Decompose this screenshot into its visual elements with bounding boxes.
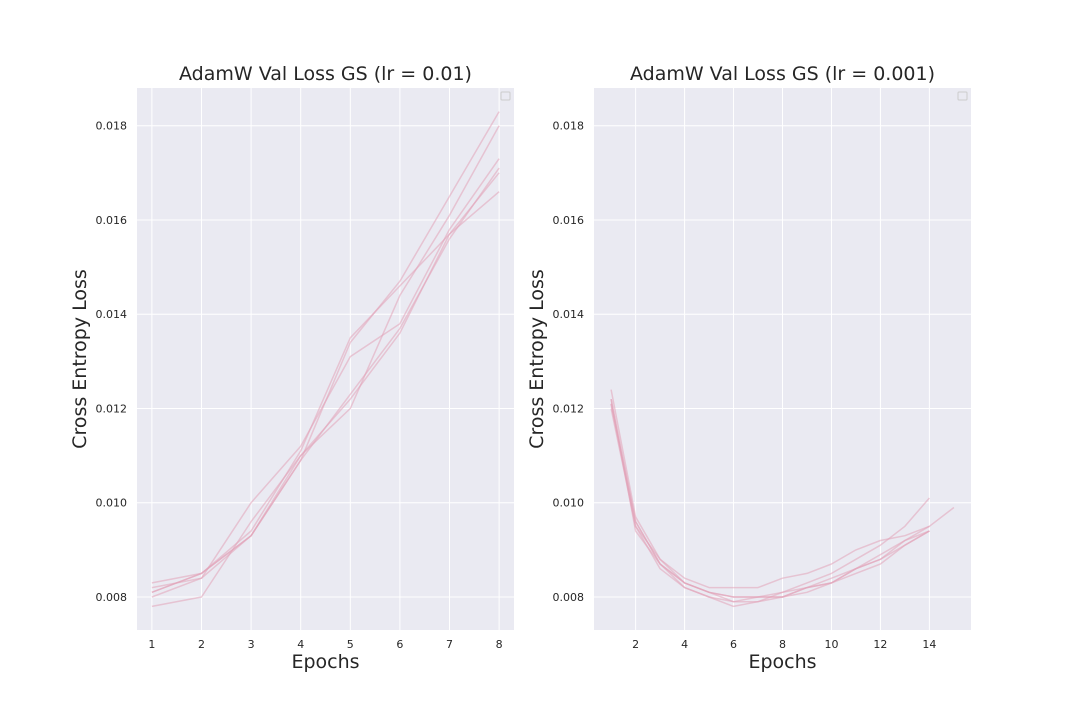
series-line-run-5 [610,403,930,598]
x-tick-label: 12 [873,638,887,651]
x-tick-label: 6 [730,638,737,651]
x-tick-label: 3 [248,638,255,651]
y-tick-label: 0.008 [553,591,585,604]
chart-lr-0.001: 2 4 6 8 10 12 14 0.008 0.010 0.012 0.014 0.016 0.018… [526,63,971,673]
series-line-run-6 [610,408,930,608]
y-tick-label: 0.014 [553,308,585,321]
x-tick-label: 10 [824,638,838,651]
x-axis-label: Epochs [291,651,359,673]
y-tick-label: 0.010 [96,497,128,510]
y-axis-label: Cross Entropy Loss [526,269,548,449]
y-tick-label: 0.012 [96,402,128,415]
x-tick-label: 7 [446,638,453,651]
legend-box [500,91,511,101]
x-tick-label: 8 [779,638,786,651]
chart-title: AdamW Val Loss GS (lr = 0.001) [630,63,935,85]
y-tick-label: 0.014 [96,308,128,321]
series-lines [151,111,500,608]
grid [594,88,971,630]
series-line-run-6 [151,167,500,594]
x-tick-label: 6 [396,638,403,651]
tick-labels: 2 4 6 8 10 12 14 0.008 0.010 0.012 0.014 0.016 0.018 [553,120,937,651]
y-tick-label: 0.018 [96,120,128,133]
x-tick-label: 2 [198,638,205,651]
chart-title: AdamW Val Loss GS (lr = 0.01) [179,63,472,85]
chart-lr-0.01: 1 2 3 4 5 6 7 8 0.008 0.010 0.012 0.014 0.016 0.018 A… [69,63,514,673]
y-axis-label: Cross Entropy Loss [69,269,91,449]
x-tick-label: 4 [681,638,688,651]
legend-box [957,91,968,101]
series-line-run-2 [610,389,955,589]
x-tick-label: 2 [632,638,639,651]
x-tick-label: 4 [297,638,304,651]
y-tick-label: 0.012 [553,402,585,415]
x-axis-label: Epochs [748,651,816,673]
x-tick-label: 8 [496,638,503,651]
plot-area [137,88,514,630]
y-tick-label: 0.016 [553,214,585,227]
grid [137,88,514,630]
tick-labels: 1 2 3 4 5 6 7 8 0.008 0.010 0.012 0.014 0.016 0.018 [96,120,503,651]
y-tick-label: 0.018 [553,120,585,133]
series-line-run-4 [151,158,500,589]
series-line-run-3 [151,125,500,608]
y-tick-label: 0.016 [96,214,128,227]
x-tick-label: 14 [922,638,936,651]
series-lines [610,389,955,608]
y-tick-label: 0.010 [553,497,585,510]
x-tick-label: 1 [148,638,155,651]
x-tick-label: 5 [347,638,354,651]
y-tick-label: 0.008 [96,591,128,604]
